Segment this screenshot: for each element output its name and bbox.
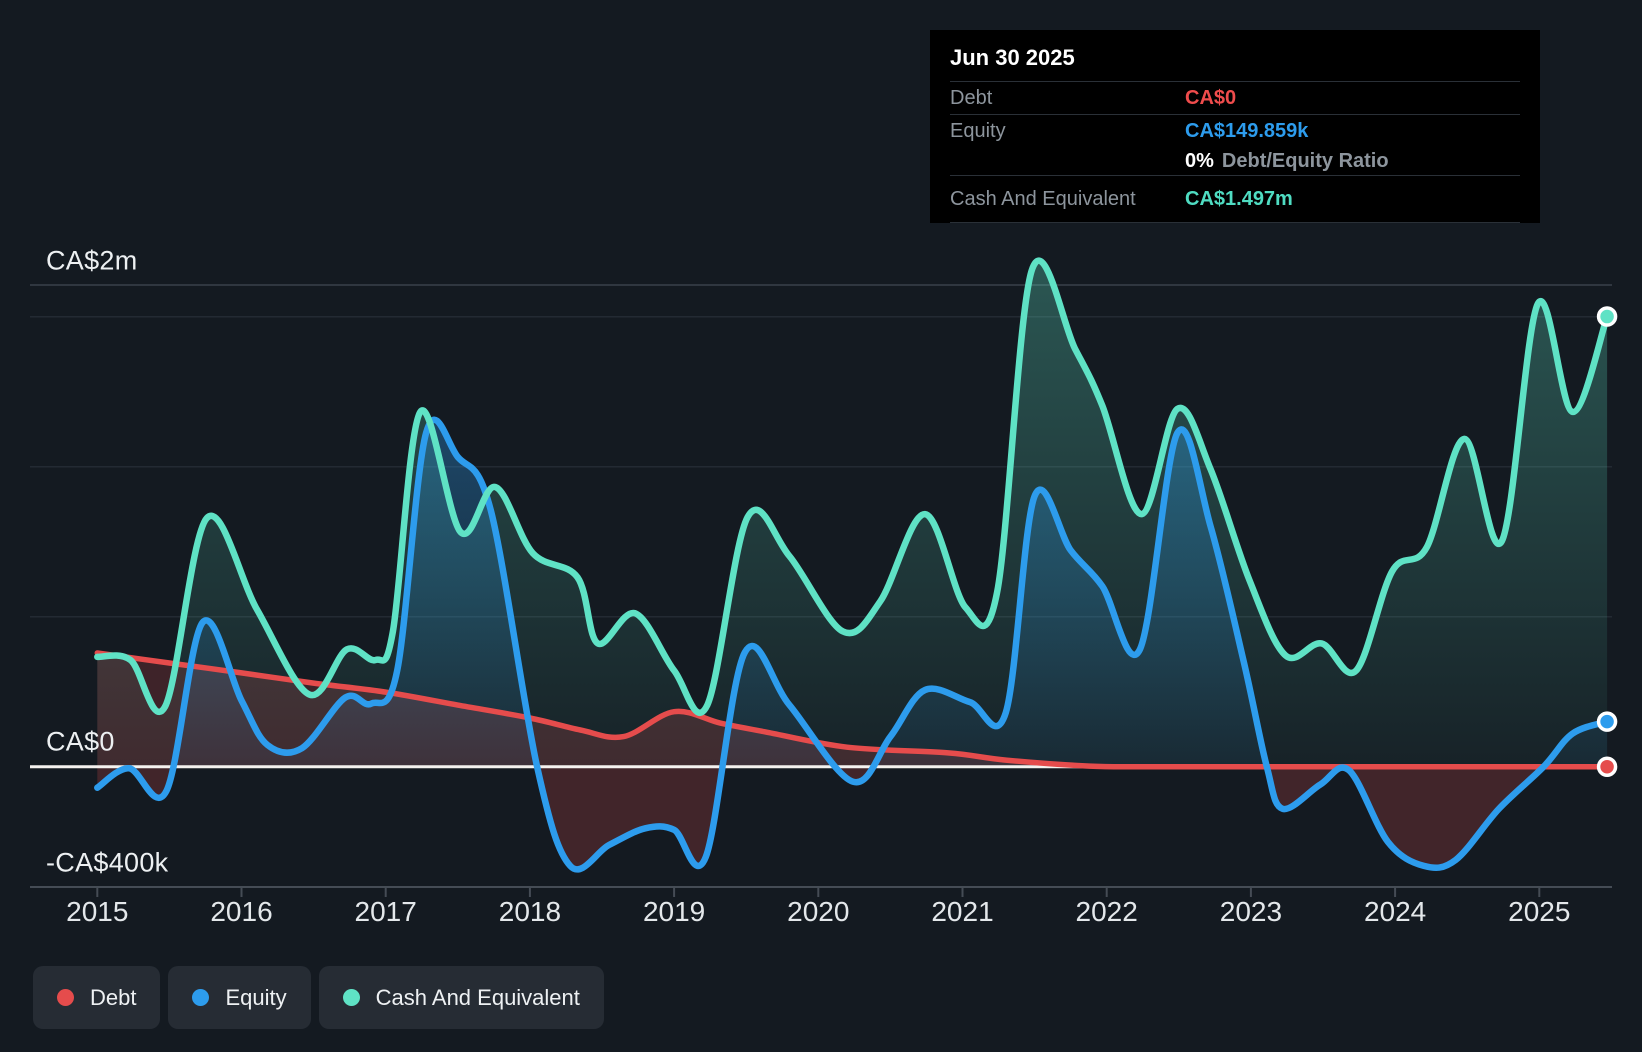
tooltip-ratio-value: 0% xyxy=(1185,150,1214,172)
tooltip-row-debt: Debt CA$0 xyxy=(950,82,1520,115)
x-axis-year-label: 2015 xyxy=(66,896,129,927)
tooltip-row-ratio: 0% Debt/Equity Ratio xyxy=(950,148,1520,176)
tooltip-debt-label: Debt xyxy=(950,86,993,109)
tooltip-row-cash: Cash And Equivalent CA$1.497m xyxy=(950,176,1520,223)
x-axis-year-label: 2018 xyxy=(498,896,562,927)
legend-equity-label: Equity xyxy=(225,984,287,1010)
y-axis-label-top: CA$2m xyxy=(46,245,138,276)
cash-end-marker xyxy=(1596,306,1618,327)
x-axis-year-label: 2017 xyxy=(354,896,417,927)
series-lines xyxy=(94,257,1611,873)
x-axis-year-label: 2024 xyxy=(1363,896,1427,927)
legend-cash-label: Cash And Equivalent xyxy=(375,984,580,1010)
x-axis-year-label: 2022 xyxy=(1075,896,1138,927)
series-end-markers xyxy=(1596,306,1618,777)
tooltip-cash-value: CA$1.497m xyxy=(1185,187,1293,210)
legend: Debt Equity Cash And Equivalent xyxy=(33,966,604,1029)
equity-area-fill-positive xyxy=(97,419,1608,767)
x-axis-year-label: 2021 xyxy=(931,896,994,927)
x-axis-year-label: 2023 xyxy=(1219,896,1283,927)
x-axis-year-label: 2025 xyxy=(1508,896,1571,927)
equity-end-marker xyxy=(1596,711,1618,732)
tooltip-debt-value: CA$0 xyxy=(1185,86,1237,109)
tooltip-card: Jun 30 2025 Debt CA$0 Equity CA$149.859k… xyxy=(930,30,1540,223)
gridlines xyxy=(30,284,1612,618)
equity-area-fill-negative xyxy=(97,766,1544,870)
equity-line xyxy=(94,416,1611,873)
area-fills xyxy=(97,260,1608,870)
x-axis-year-label: 2020 xyxy=(787,896,850,927)
legend-item-debt[interactable]: Debt xyxy=(33,966,161,1029)
x-axis-line xyxy=(30,886,1612,897)
tooltip-date: Jun 30 2025 xyxy=(950,30,1520,82)
debt-dot-icon xyxy=(57,989,74,1006)
cash-line xyxy=(94,257,1611,717)
y-axis-label-bottom: -CA$400k xyxy=(46,847,169,878)
legend-debt-label: Debt xyxy=(90,984,137,1010)
x-axis-year-label: 2019 xyxy=(642,896,706,927)
tooltip-row-equity: Equity CA$149.859k xyxy=(950,115,1520,148)
cash-dot-icon xyxy=(342,989,360,1006)
debt-line xyxy=(94,650,1610,770)
legend-item-cash[interactable]: Cash And Equivalent xyxy=(318,966,604,1029)
equity-dot-icon xyxy=(192,989,210,1006)
x-axis-year-label: 2016 xyxy=(210,896,273,927)
tooltip-cash-label: Cash And Equivalent xyxy=(950,187,1136,210)
legend-item-equity[interactable]: Equity xyxy=(168,966,311,1029)
debt-end-marker xyxy=(1596,756,1618,777)
tooltip-equity-value: CA$149.859k xyxy=(1185,120,1309,142)
tooltip-equity-label: Equity xyxy=(950,120,1006,142)
tooltip-ratio-label: Debt/Equity Ratio xyxy=(1221,150,1389,172)
y-axis-label-zero: CA$0 xyxy=(46,726,115,757)
